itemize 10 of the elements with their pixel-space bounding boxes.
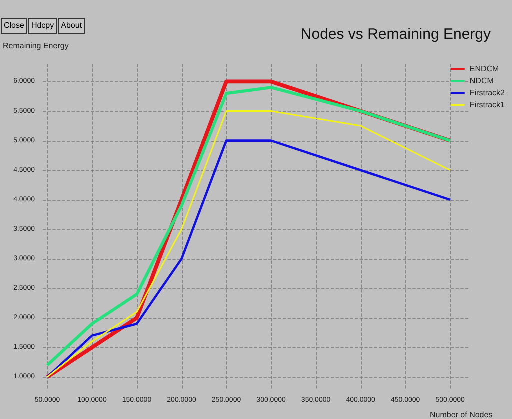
legend-label: NDCM — [470, 76, 494, 86]
x-axis-title: Number of Nodes — [430, 410, 493, 419]
text: About — [58, 18, 86, 34]
legend-label: Firstrack2 — [470, 88, 506, 98]
legend-label: ENDCM — [470, 64, 500, 74]
chart-title: Nodes vs Remaining Energy — [300, 26, 492, 43]
text: Close — [1, 18, 28, 34]
legend-label: Firstrack1 — [470, 100, 506, 110]
y-axis-title: Remaining Energy — [3, 42, 69, 50]
text: Hdcpy — [28, 18, 58, 34]
